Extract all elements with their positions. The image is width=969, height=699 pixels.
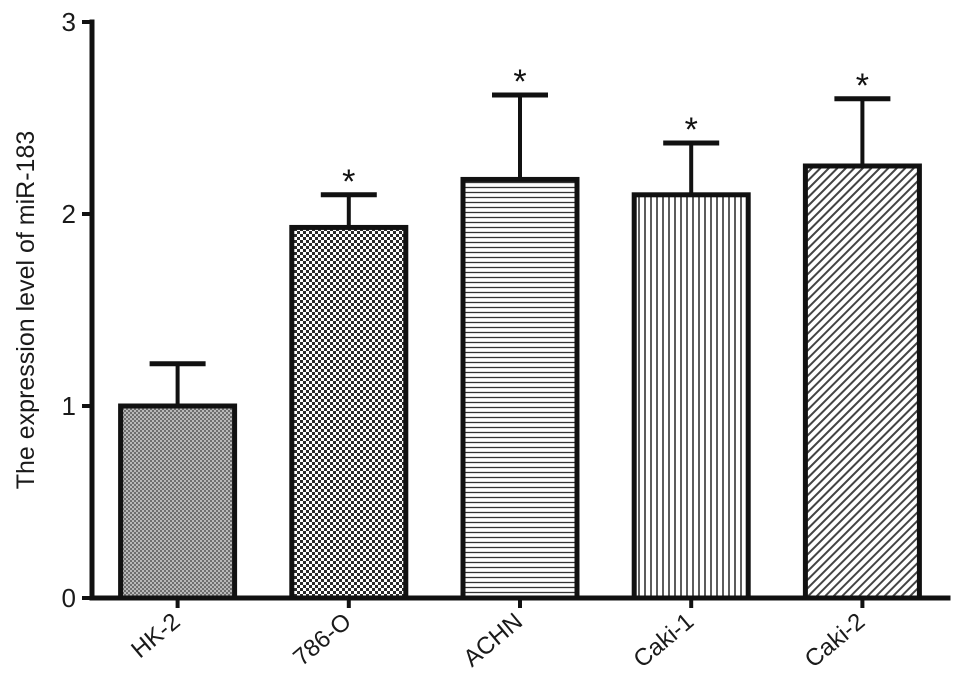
x-tick-label: Caki-1: [629, 608, 699, 673]
bar-achn: [460, 176, 580, 601]
y-tick-label: 1: [62, 391, 76, 421]
significance-star: *: [342, 163, 355, 201]
x-tick-label: HK-2: [126, 608, 185, 664]
y-axis-label: The expression level of miR-183: [12, 131, 40, 490]
error-bar: [320, 192, 377, 228]
x-tick-label: ACHN: [458, 608, 527, 672]
significance-star: *: [856, 67, 869, 105]
y-ticks: 0 1 2 3: [62, 7, 92, 613]
significance-star: *: [513, 63, 526, 101]
significance-markers: * * * *: [342, 63, 869, 201]
bars: [118, 163, 922, 601]
y-tick-label: 3: [62, 7, 76, 37]
bar-786-o: [289, 224, 409, 601]
x-ticks: HK-2 786-O ACHN Caki-1 Caki-2: [126, 598, 870, 673]
significance-star: *: [685, 111, 698, 149]
bar-caki-1: [631, 192, 751, 601]
error-bar: [834, 96, 891, 166]
bar-hk-2: [118, 403, 238, 601]
error-bars: [149, 92, 891, 406]
error-bar: [663, 140, 720, 195]
y-tick-label: 0: [62, 583, 76, 613]
error-bar: [149, 361, 206, 406]
x-tick-label: Caki-2: [800, 608, 870, 673]
error-bar: [492, 92, 548, 180]
x-tick-label: 786-O: [288, 608, 356, 672]
y-tick-label: 2: [62, 199, 76, 229]
bar-caki-2: [802, 163, 922, 601]
